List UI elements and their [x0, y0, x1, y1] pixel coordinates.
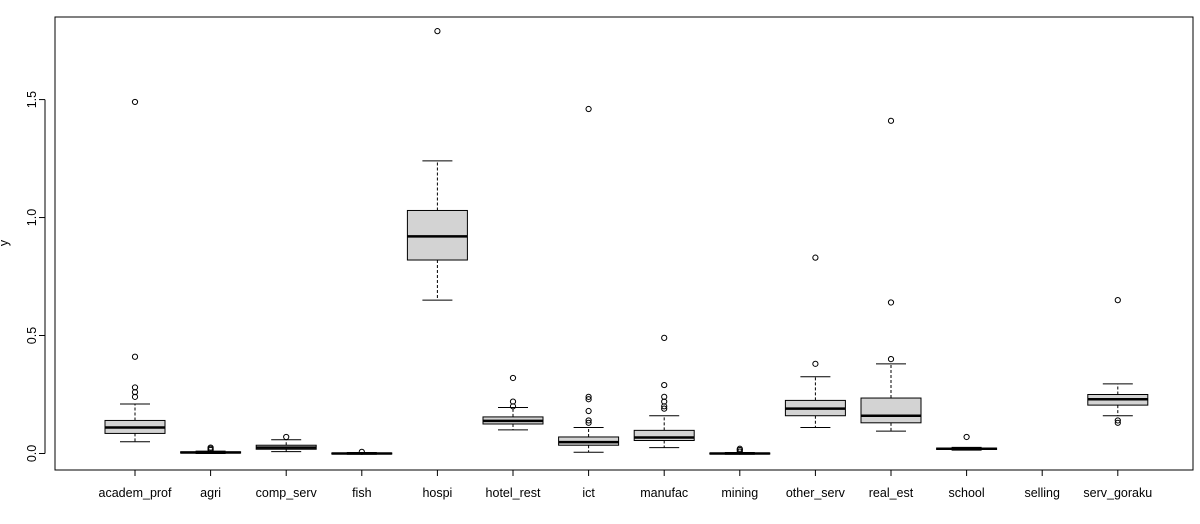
outlier-point [585, 393, 592, 400]
outlier-point [1114, 417, 1121, 424]
outlier-point [661, 381, 668, 389]
x-tick-label-selling: selling [1024, 486, 1059, 500]
box-manufac [633, 334, 695, 449]
outlier-point [736, 445, 743, 452]
outlier-point [812, 360, 819, 367]
outlier-point [1114, 297, 1121, 304]
outlier-point [812, 254, 819, 261]
y-tick-label: 0.0 [25, 445, 39, 462]
x-tick-label-hospi: hospi [422, 486, 452, 500]
box-real-est [860, 117, 922, 432]
box-mining [709, 445, 771, 455]
box-academ-prof [104, 98, 166, 443]
x-tick-label-ict: ict [582, 486, 595, 500]
outlier-point [1114, 419, 1121, 426]
x-tick-label-serv-goraku: serv_goraku [1083, 486, 1152, 500]
y-axis: 0.0 0.5 1.0 1.5 [25, 91, 46, 462]
box-fish [331, 448, 393, 455]
x-tick-label-real-est: real_est [869, 486, 914, 500]
outlier-point [207, 444, 214, 451]
x-tick-label-fish: fish [352, 486, 372, 500]
x-tick-label-academ-prof: academ_prof [99, 486, 172, 500]
x-tick-label-manufac: manufac [640, 486, 688, 500]
outlier-point [434, 28, 441, 35]
x-tick-label-comp-serv: comp_serv [256, 486, 318, 500]
outlier-point [585, 407, 592, 415]
plot-frame [54, 16, 1194, 471]
box-ict [558, 105, 620, 453]
x-tick-label-other-serv: other_serv [786, 486, 846, 500]
box-serv-goraku [1087, 297, 1149, 426]
outlier-point [131, 384, 139, 391]
outlier-point [585, 105, 592, 113]
outlier-point [887, 117, 895, 124]
outlier-point [661, 334, 668, 341]
x-tick-label-school: school [949, 486, 985, 500]
box-iqr [860, 397, 922, 424]
box-other-serv [784, 254, 846, 429]
y-tick-label: 1.0 [25, 209, 39, 226]
outlier-point [509, 374, 517, 382]
box-hospi [406, 28, 468, 301]
outlier-point [131, 353, 139, 360]
box-agri [180, 444, 242, 454]
outlier-point [358, 448, 365, 455]
y-tick-label: 0.5 [25, 327, 39, 344]
y-tick-label: 1.5 [25, 91, 39, 108]
outlier-point [585, 419, 592, 426]
outlier-point [283, 433, 290, 441]
outlier-point [661, 405, 668, 412]
outlier-point [661, 393, 668, 400]
y-axis-title: y [0, 239, 11, 246]
x-tick-label-hotel-rest: hotel_rest [486, 486, 541, 500]
outlier-point [509, 398, 517, 405]
box-iqr [633, 429, 695, 442]
outlier-point [887, 299, 895, 306]
x-tick-label-mining: mining [721, 486, 758, 500]
x-axis: academ_prof agri comp_serv fish hospi hotel_r… [99, 469, 1152, 500]
x-tick-label-agri: agri [200, 486, 221, 500]
box-hotel-rest [482, 374, 544, 431]
outlier-point [963, 433, 970, 441]
boxes [104, 28, 1149, 455]
box-school [936, 433, 998, 451]
outlier-point [585, 396, 592, 403]
outlier-point [131, 98, 139, 106]
outlier-point [887, 356, 895, 363]
outlier-point [585, 417, 592, 424]
box-comp-serv [255, 433, 317, 453]
